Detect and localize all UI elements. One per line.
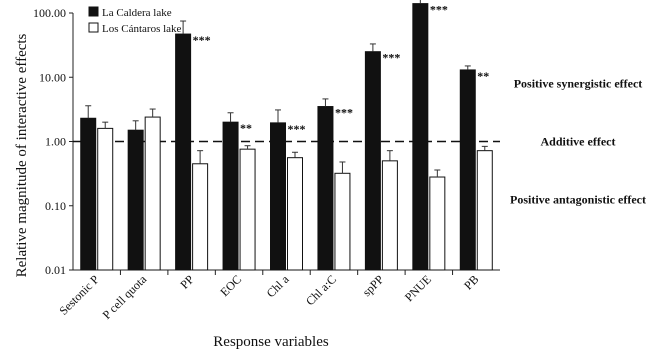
- category-label: P cell quota: [100, 272, 150, 322]
- y-tick-label: 0.10: [45, 199, 66, 213]
- bar-la-caldera: [175, 33, 192, 271]
- significance-marker: ***: [335, 106, 353, 120]
- category-label: PB: [461, 272, 481, 292]
- category-label: PNUE: [402, 272, 434, 304]
- y-axis-title: Relative magnitude of interactive effect…: [14, 33, 30, 277]
- significance-marker: ***: [288, 122, 306, 136]
- category-label: PP: [177, 272, 197, 292]
- bar-la-caldera: [364, 51, 381, 271]
- significance-marker: ***: [193, 33, 211, 47]
- bar-la-caldera: [317, 106, 334, 271]
- legend: La Caldera lake Los Cántaros lake: [88, 6, 182, 35]
- effect-annotation: Additive effect: [541, 135, 616, 149]
- bar-la-caldera: [80, 117, 97, 271]
- effect-annotation: Positive antagonistic effect: [510, 193, 646, 207]
- y-tick-label: 100.00: [33, 6, 66, 20]
- bar-los-cantaros: [334, 172, 351, 271]
- category-label: Sestonic P: [56, 272, 102, 318]
- bar-la-caldera: [270, 122, 286, 271]
- y-tick-label: 1.00: [45, 135, 66, 149]
- x-axis-title: Response variables: [213, 334, 329, 350]
- bar-los-cantaros: [476, 150, 493, 271]
- significance-marker: ***: [382, 51, 400, 65]
- bar-los-cantaros: [429, 176, 446, 271]
- category-label: Chl a:C: [303, 272, 339, 308]
- bar-la-caldera: [459, 69, 476, 271]
- bar-los-cantaros: [287, 157, 303, 271]
- effect-annotation: Positive synergistic effect: [514, 76, 643, 90]
- bar-la-caldera: [127, 129, 144, 271]
- bar-los-cantaros: [239, 148, 256, 271]
- legend-label: Los Cántaros lake: [102, 23, 182, 35]
- bar-los-cantaros: [381, 160, 398, 271]
- category-label: Chl a: [264, 272, 293, 301]
- y-tick-label: 0.01: [45, 263, 66, 277]
- bar-los-cantaros: [97, 127, 114, 271]
- significance-marker: **: [240, 121, 252, 135]
- category-label: EOC: [217, 272, 244, 299]
- axes: 100.00 10.00 1.00 0.10 0.01: [33, 6, 500, 277]
- legend-label: La Caldera lake: [102, 7, 172, 19]
- bar-los-cantaros: [192, 163, 209, 271]
- bar-los-cantaros: [144, 116, 161, 271]
- legend-swatch: [88, 22, 99, 33]
- bar-la-caldera: [222, 121, 239, 271]
- category-label: spPP: [360, 272, 387, 299]
- legend-swatch: [88, 6, 99, 17]
- significance-marker: **: [477, 69, 489, 83]
- bar-la-caldera: [412, 3, 429, 271]
- y-tick-label: 10.00: [39, 70, 66, 84]
- significance-marker: ***: [430, 3, 448, 17]
- bars: [80, 0, 493, 271]
